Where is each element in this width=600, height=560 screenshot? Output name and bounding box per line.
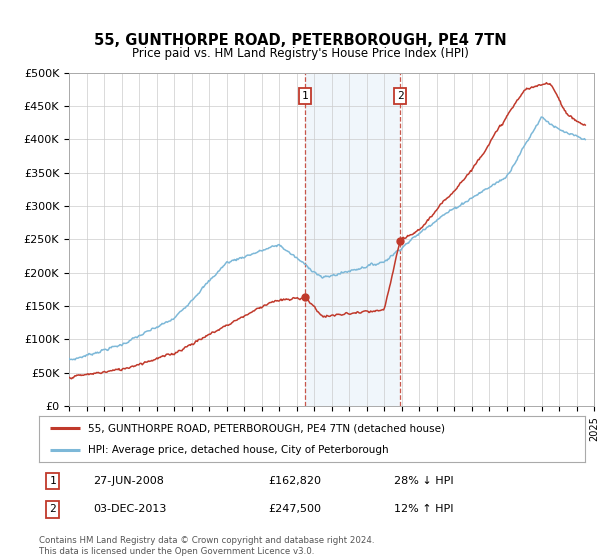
Text: 28% ↓ HPI: 28% ↓ HPI: [394, 476, 454, 486]
Text: 1: 1: [49, 476, 56, 486]
Text: 2: 2: [397, 91, 403, 101]
Bar: [305, 73, 400, 406]
Text: 2: 2: [49, 505, 56, 515]
Text: Price paid vs. HM Land Registry's House Price Index (HPI): Price paid vs. HM Land Registry's House …: [131, 46, 469, 60]
Text: 55, GUNTHORPE ROAD, PETERBOROUGH, PE4 7TN (detached house): 55, GUNTHORPE ROAD, PETERBOROUGH, PE4 7T…: [88, 424, 445, 434]
Text: Contains HM Land Registry data © Crown copyright and database right 2024.
This d: Contains HM Land Registry data © Crown c…: [39, 536, 374, 556]
Text: 12% ↑ HPI: 12% ↑ HPI: [394, 505, 454, 515]
Text: HPI: Average price, detached house, City of Peterborough: HPI: Average price, detached house, City…: [88, 445, 389, 455]
Text: 55, GUNTHORPE ROAD, PETERBOROUGH, PE4 7TN: 55, GUNTHORPE ROAD, PETERBOROUGH, PE4 7T…: [94, 33, 506, 48]
Text: 27-JUN-2008: 27-JUN-2008: [94, 476, 164, 486]
Text: 03-DEC-2013: 03-DEC-2013: [94, 505, 167, 515]
Text: £247,500: £247,500: [268, 505, 322, 515]
Text: 1: 1: [302, 91, 308, 101]
Text: £162,820: £162,820: [268, 476, 322, 486]
